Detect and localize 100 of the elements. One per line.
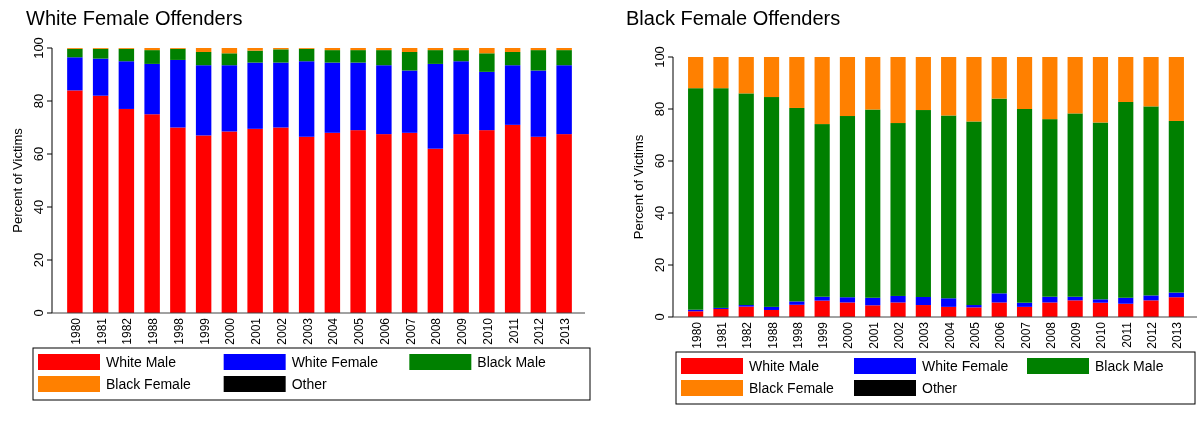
bar <box>789 301 805 305</box>
bar <box>401 132 418 313</box>
legend-label: Black Female <box>106 376 192 392</box>
bar <box>67 90 83 313</box>
bar <box>1143 295 1159 301</box>
y-tick-label: 0 <box>652 313 667 321</box>
x-tick-label: 2012 <box>1145 321 1160 349</box>
legend-label: White Female <box>922 358 1009 374</box>
legend-label: Other <box>291 376 328 392</box>
bar <box>713 88 729 308</box>
bar <box>530 48 547 51</box>
bar <box>453 50 469 62</box>
bar <box>92 95 109 313</box>
bar <box>1168 57 1184 121</box>
bar <box>1067 113 1083 297</box>
x-tick-label: 2001 <box>249 317 264 345</box>
bar <box>713 57 729 89</box>
bar <box>1143 57 1159 107</box>
x-tick-label: 2005 <box>352 317 367 345</box>
bar <box>479 53 495 72</box>
bar <box>273 127 289 313</box>
bar <box>324 50 341 63</box>
bar <box>865 297 881 306</box>
bar <box>273 62 289 128</box>
x-tick-label: 2010 <box>480 317 495 345</box>
x-tick-label: 2003 <box>300 317 315 345</box>
bar <box>763 306 780 310</box>
x-tick-label: 2003 <box>917 321 932 349</box>
x-tick-label: 2013 <box>558 317 573 345</box>
bar <box>453 134 469 313</box>
bar <box>221 48 238 54</box>
bar <box>941 298 957 307</box>
y-axis-title: Percent of Victims <box>631 134 646 240</box>
bar <box>427 63 444 149</box>
bar <box>688 88 704 310</box>
bar <box>144 50 160 64</box>
bar <box>170 48 186 60</box>
legend-label: White Male <box>749 358 820 374</box>
bar <box>479 71 495 131</box>
bar <box>1042 302 1058 317</box>
y-tick-label: 80 <box>652 101 667 117</box>
x-tick-label: 1999 <box>197 317 212 345</box>
bar <box>144 114 160 313</box>
y-tick-label: 60 <box>652 153 667 169</box>
y-tick-label: 20 <box>652 257 667 273</box>
x-tick-label: 2011 <box>506 317 521 344</box>
bar <box>763 57 780 98</box>
x-tick-label: 2002 <box>892 321 907 349</box>
x-tick-label: 1988 <box>146 317 161 345</box>
bar <box>92 58 109 96</box>
bar <box>530 50 547 71</box>
bar <box>865 305 881 317</box>
bar <box>890 123 906 296</box>
bar <box>118 108 135 313</box>
bar <box>814 300 830 317</box>
x-tick-label: 2000 <box>841 321 856 349</box>
x-tick-label: 2008 <box>429 317 444 345</box>
bar <box>247 50 263 63</box>
bar <box>1042 57 1058 120</box>
bar <box>688 57 704 89</box>
bar <box>401 70 418 133</box>
bar <box>789 57 805 108</box>
bar <box>427 50 444 64</box>
bar <box>504 51 521 66</box>
x-tick-label: 2012 <box>532 317 547 345</box>
bar <box>67 48 83 58</box>
chart-title: Black Female Offenders <box>626 7 841 29</box>
bar <box>915 110 931 297</box>
bar <box>144 48 160 51</box>
bar <box>247 62 263 129</box>
legend-label: White Female <box>291 354 379 370</box>
bar <box>991 293 1007 303</box>
bar <box>530 70 547 137</box>
bar <box>1067 300 1083 317</box>
x-tick-label: 2004 <box>942 321 957 349</box>
x-tick-label: 1981 <box>94 317 109 345</box>
bar <box>1118 297 1134 304</box>
x-tick-label: 1982 <box>120 317 135 345</box>
bar <box>221 53 238 66</box>
bar <box>1143 300 1159 317</box>
x-tick-label: 2004 <box>326 317 341 345</box>
bar <box>763 97 780 307</box>
x-tick-label: 2000 <box>223 317 238 345</box>
bar <box>966 57 982 122</box>
bar <box>1092 299 1109 303</box>
y-axis-title: Percent of Victims <box>10 127 25 233</box>
bar <box>915 305 931 317</box>
bar <box>1016 302 1033 307</box>
chart-title: White Female Offenders <box>26 7 243 29</box>
y-tick-label: 80 <box>31 93 46 109</box>
y-tick-label: 0 <box>31 309 46 317</box>
bar <box>556 134 572 313</box>
bar <box>556 50 572 66</box>
bar <box>170 59 186 128</box>
y-tick-label: 100 <box>652 46 667 68</box>
bar <box>966 307 982 317</box>
bar <box>376 65 392 135</box>
bar <box>1143 106 1159 296</box>
bar <box>298 48 315 62</box>
x-tick-label: 1980 <box>68 317 83 345</box>
